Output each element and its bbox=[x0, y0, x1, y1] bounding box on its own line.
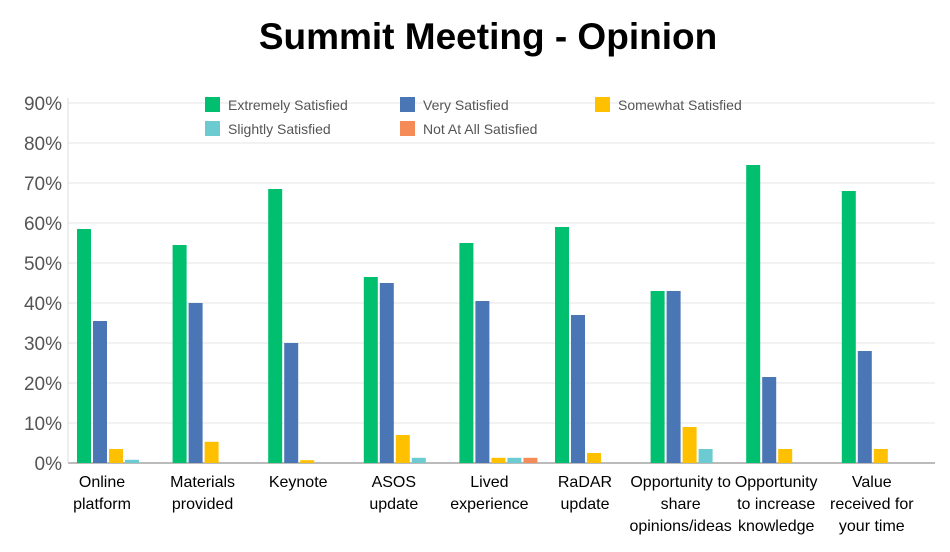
x-category-label: Materials bbox=[170, 474, 235, 491]
x-category-label: Opportunity bbox=[735, 474, 818, 491]
x-category-label: knowledge bbox=[738, 518, 815, 535]
y-tick-label: 30% bbox=[24, 334, 62, 355]
x-category-label: experience bbox=[450, 496, 528, 513]
y-tick-label: 20% bbox=[24, 374, 62, 395]
legend-label: Not At All Satisfied bbox=[423, 121, 537, 137]
bar-slightly-satisfied bbox=[125, 459, 139, 463]
x-category-label: provided bbox=[172, 496, 233, 513]
legend-label: Extremely Satisfied bbox=[228, 97, 348, 113]
bar-somewhat-satisfied bbox=[395, 435, 410, 463]
x-category-label: Value bbox=[852, 474, 892, 491]
bar-extremely-satisfied bbox=[363, 277, 378, 463]
x-category-label: share bbox=[661, 496, 701, 513]
legend-swatch bbox=[205, 121, 220, 136]
bar-very-satisfied bbox=[571, 315, 585, 463]
x-category-label: update bbox=[561, 496, 610, 513]
y-tick-label: 70% bbox=[24, 174, 62, 195]
bar-extremely-satisfied bbox=[650, 291, 665, 463]
bar-extremely-satisfied bbox=[841, 191, 856, 463]
bar-somewhat-satisfied bbox=[491, 457, 506, 463]
bar-somewhat-satisfied bbox=[587, 453, 601, 463]
bar-very-satisfied bbox=[379, 283, 394, 463]
x-category-label: platform bbox=[73, 496, 131, 513]
legend-label: Somewhat Satisfied bbox=[618, 97, 742, 113]
bar-somewhat-satisfied bbox=[300, 460, 315, 463]
bar-not-at-all-satisfied bbox=[523, 457, 538, 463]
x-category-label: RaDAR bbox=[558, 474, 612, 491]
bar-extremely-satisfied bbox=[555, 227, 569, 463]
bar-very-satisfied bbox=[93, 321, 107, 463]
y-tick-label: 50% bbox=[24, 254, 62, 275]
bar-very-satisfied bbox=[188, 303, 203, 463]
x-category-label: update bbox=[369, 496, 418, 513]
y-tick-label: 10% bbox=[24, 414, 62, 435]
y-tick-label: 40% bbox=[24, 294, 62, 315]
legend-label: Very Satisfied bbox=[423, 97, 509, 113]
x-category-label: Online bbox=[79, 474, 125, 491]
x-category-label: ASOS bbox=[372, 474, 416, 491]
bar-somewhat-satisfied bbox=[778, 449, 793, 463]
bar-extremely-satisfied bbox=[77, 229, 91, 463]
y-tick-label: 0% bbox=[35, 454, 63, 475]
bar-very-satisfied bbox=[284, 343, 299, 463]
x-category-label: opinions/ideas bbox=[629, 518, 731, 535]
x-category-label: to increase bbox=[737, 496, 815, 513]
y-tick-label: 60% bbox=[24, 214, 62, 235]
legend-label: Slightly Satisfied bbox=[228, 121, 331, 137]
bar-very-satisfied bbox=[857, 351, 872, 463]
x-category-label: Lived bbox=[470, 474, 508, 491]
x-category-label: Opportunity to bbox=[630, 474, 731, 491]
bar-very-satisfied bbox=[475, 301, 490, 463]
bar-extremely-satisfied bbox=[172, 245, 187, 463]
bar-somewhat-satisfied bbox=[873, 449, 888, 463]
bar-extremely-satisfied bbox=[268, 189, 283, 463]
legend-swatch bbox=[595, 97, 610, 112]
bar-slightly-satisfied bbox=[507, 457, 522, 463]
bar-very-satisfied bbox=[762, 377, 777, 463]
legend-swatch bbox=[400, 97, 415, 112]
bar-extremely-satisfied bbox=[746, 165, 761, 463]
y-tick-label: 80% bbox=[24, 134, 62, 155]
bar-very-satisfied bbox=[666, 291, 681, 463]
y-tick-label: 90% bbox=[24, 94, 62, 115]
legend-swatch bbox=[205, 97, 220, 112]
bar-slightly-satisfied bbox=[698, 449, 713, 463]
bar-extremely-satisfied bbox=[459, 243, 474, 463]
bar-slightly-satisfied bbox=[411, 457, 426, 463]
bar-somewhat-satisfied bbox=[109, 449, 123, 463]
bar-somewhat-satisfied bbox=[682, 427, 697, 463]
bar-somewhat-satisfied bbox=[204, 441, 219, 463]
chart-title: Summit Meeting - Opinion bbox=[258, 16, 718, 57]
legend-swatch bbox=[400, 121, 415, 136]
x-category-label: your time bbox=[839, 518, 905, 535]
x-category-label: received for bbox=[830, 496, 914, 513]
x-category-label: Keynote bbox=[269, 474, 328, 491]
